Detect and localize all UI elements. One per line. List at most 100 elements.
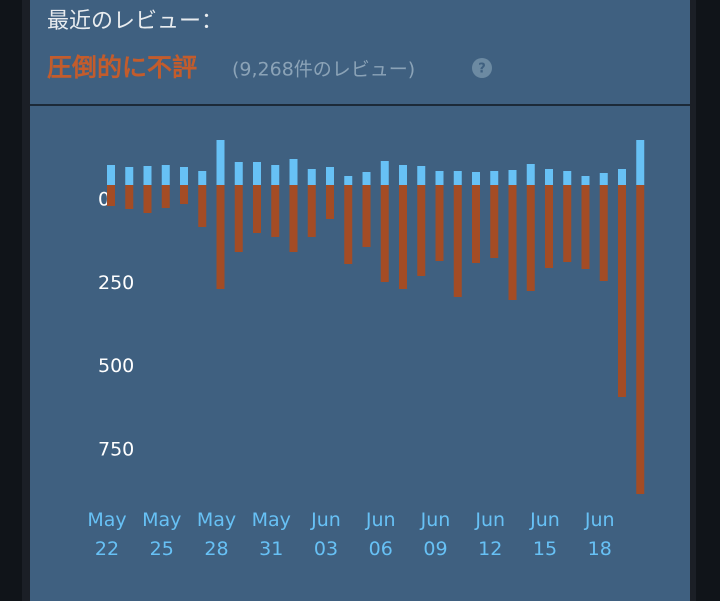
bar	[344, 176, 353, 185]
frame-edge	[22, 0, 30, 601]
bar	[599, 173, 608, 185]
x-tick-label-line: 31	[259, 538, 283, 560]
panel	[30, 0, 690, 601]
x-tick-label-line: 09	[423, 538, 447, 560]
bar	[399, 165, 407, 185]
x-tick-label-line: May	[87, 509, 126, 531]
review-count: (9,268件のレビュー)	[232, 59, 415, 81]
bar	[490, 171, 499, 185]
bar	[563, 185, 572, 262]
bar	[399, 185, 407, 289]
bar	[307, 169, 316, 185]
bar	[417, 185, 426, 276]
bar	[435, 171, 444, 185]
bar	[362, 185, 371, 247]
bar	[125, 185, 134, 209]
bar	[234, 185, 243, 252]
help-icon[interactable]	[472, 58, 492, 78]
x-tick-label: Jun 18	[584, 509, 615, 560]
x-tick-label-line: Jun	[474, 509, 505, 531]
x-tick-label-line: Jun	[310, 509, 341, 531]
bar	[271, 185, 280, 237]
x-tick-label: Jun 12	[474, 509, 505, 560]
bar	[107, 165, 115, 185]
x-tick-label-line: 18	[588, 538, 612, 560]
bar	[563, 171, 572, 185]
bar	[508, 185, 517, 300]
bar	[198, 185, 207, 227]
bar	[545, 185, 553, 268]
x-tick-label-line: May	[142, 509, 181, 531]
bar	[581, 176, 590, 185]
x-tick-label-line: Jun	[420, 509, 451, 531]
bar	[581, 185, 590, 269]
x-tick-label: Jun 09	[420, 509, 451, 560]
y-tick-label: 500	[98, 355, 134, 377]
x-tick-label-line: 22	[95, 538, 119, 560]
x-tick-label-line: 12	[478, 538, 502, 560]
bar	[125, 167, 134, 185]
bar	[180, 167, 188, 185]
bar	[380, 161, 389, 185]
bar	[545, 169, 553, 185]
bar	[344, 185, 353, 264]
bar	[143, 166, 152, 185]
bar	[453, 171, 462, 185]
bar	[326, 167, 334, 185]
bar	[618, 185, 626, 397]
x-tick-label-line: Jun	[584, 509, 615, 531]
frame-edge	[690, 0, 696, 601]
bar	[435, 185, 444, 261]
bar	[508, 170, 517, 185]
bar	[216, 140, 225, 185]
section-title: 最近のレビュー：	[47, 9, 223, 34]
bar	[472, 185, 480, 263]
bar	[307, 185, 316, 237]
bar	[271, 165, 280, 185]
bar	[289, 185, 298, 252]
bar	[198, 171, 207, 185]
x-tick-label: May 25	[142, 509, 181, 560]
x-tick-label: May 31	[252, 509, 291, 560]
bar	[180, 185, 188, 204]
bar	[599, 185, 608, 281]
x-tick-label-line: 06	[369, 538, 393, 560]
x-tick-label-line: 28	[204, 538, 228, 560]
x-tick-label-line: Jun	[365, 509, 396, 531]
bar	[216, 185, 225, 289]
bar	[636, 185, 645, 494]
bar	[253, 185, 261, 233]
x-tick-label-line: 25	[150, 538, 174, 560]
bar	[326, 185, 334, 219]
y-tick-label: 750	[98, 439, 134, 461]
bar	[253, 162, 261, 185]
bar	[362, 172, 371, 185]
x-tick-label: Jun 06	[365, 509, 396, 560]
help-icon-glyph[interactable]: ?	[478, 62, 486, 77]
bar	[143, 185, 152, 213]
bar	[472, 172, 480, 185]
x-tick-label: May 28	[197, 509, 236, 560]
x-tick-label-line: 03	[314, 538, 338, 560]
rating: 圧倒的に不評	[47, 53, 197, 82]
y-tick-label: 250	[98, 272, 134, 294]
bar	[107, 185, 115, 206]
x-tick-label-line: Jun	[529, 509, 560, 531]
x-tick-label: May 22	[87, 509, 126, 560]
bar	[380, 185, 389, 282]
bar	[289, 159, 298, 185]
bar	[161, 185, 170, 208]
x-tick-label: Jun 03	[310, 509, 341, 560]
bar	[161, 165, 170, 185]
bar	[526, 164, 535, 185]
bar	[526, 185, 535, 291]
x-tick-label-line: May	[197, 509, 236, 531]
x-tick-label: Jun 15	[529, 509, 560, 560]
bar	[636, 140, 645, 185]
bar	[490, 185, 499, 258]
bar	[417, 166, 426, 185]
x-tick-label-line: May	[252, 509, 291, 531]
bar	[618, 169, 626, 185]
